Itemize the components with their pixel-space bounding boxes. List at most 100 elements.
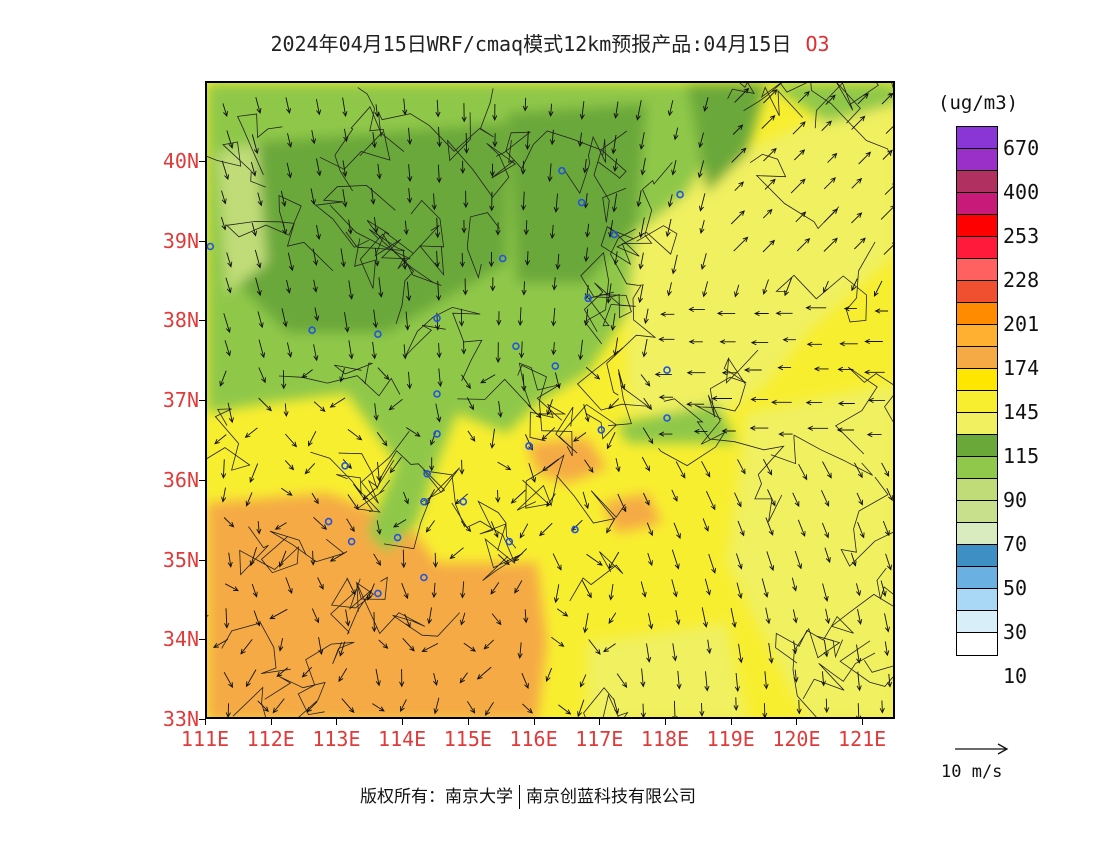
wind-vector bbox=[825, 608, 831, 625]
wind-vector bbox=[851, 278, 858, 292]
wind-vector bbox=[254, 249, 262, 269]
wind-vector bbox=[278, 638, 284, 652]
wind-vector bbox=[806, 341, 822, 347]
wind-vector bbox=[673, 127, 679, 141]
wind-vector bbox=[463, 132, 470, 154]
wind-vector bbox=[545, 667, 553, 683]
wind-vector bbox=[221, 487, 227, 503]
wind-vector bbox=[762, 208, 773, 219]
boundary-line bbox=[207, 141, 266, 188]
wind-vector bbox=[403, 220, 409, 236]
wind-vector bbox=[318, 637, 324, 656]
wind-vector bbox=[821, 120, 832, 132]
field-green-shandong bbox=[617, 403, 737, 443]
wind-vector bbox=[675, 461, 686, 479]
lat-label: 33N bbox=[162, 707, 199, 731]
wind-vector bbox=[378, 639, 389, 649]
boundary-line bbox=[366, 219, 442, 286]
wind-vector bbox=[642, 492, 650, 506]
wind-vector bbox=[583, 247, 589, 263]
lon-tick bbox=[599, 719, 601, 725]
wind-vector bbox=[762, 279, 769, 295]
wind-vector bbox=[403, 491, 409, 505]
lon-tick bbox=[796, 719, 798, 725]
wind-vector bbox=[763, 88, 778, 104]
wind-vector bbox=[635, 100, 642, 121]
wind-vector bbox=[340, 248, 346, 268]
wind-vector bbox=[762, 703, 768, 717]
wind-vector bbox=[492, 133, 498, 148]
wind-vector bbox=[577, 699, 585, 717]
wind-vector bbox=[522, 703, 533, 714]
wind-vector bbox=[489, 428, 495, 449]
lon-tick bbox=[730, 719, 732, 725]
wind-vector bbox=[610, 313, 616, 332]
wind-vector bbox=[301, 666, 313, 678]
wind-vector bbox=[338, 668, 348, 683]
wind-vector bbox=[797, 519, 806, 537]
colorbar-swatch bbox=[957, 567, 997, 589]
wind-vector bbox=[301, 369, 313, 379]
wind-vector bbox=[286, 342, 293, 358]
wind-vector bbox=[315, 99, 322, 116]
wind-vector bbox=[640, 703, 646, 717]
colorbar-swatch bbox=[957, 479, 997, 501]
wind-vector bbox=[460, 521, 472, 533]
wind-vector bbox=[698, 132, 704, 149]
boundary-line bbox=[580, 251, 632, 345]
colorbar-swatch bbox=[957, 347, 997, 369]
wind-vector bbox=[224, 340, 231, 357]
field-darkgreen-nc bbox=[507, 103, 647, 283]
boundary-line bbox=[297, 641, 355, 716]
wind-vector bbox=[837, 366, 854, 373]
wind-vector bbox=[805, 399, 823, 406]
wind-vector bbox=[459, 459, 465, 475]
wind-vector bbox=[407, 188, 413, 204]
wind-vector bbox=[676, 670, 682, 690]
wind-vector bbox=[671, 489, 678, 502]
colorbar-label: 670 bbox=[1003, 136, 1040, 160]
wind-vector bbox=[721, 370, 737, 376]
boundary-line bbox=[802, 652, 876, 700]
wind-vector bbox=[372, 309, 379, 329]
wind-vector bbox=[463, 642, 477, 652]
boundary-line bbox=[221, 622, 291, 674]
footer-right: 南京创蓝科技有限公司 bbox=[526, 787, 696, 807]
wind-vector bbox=[278, 550, 287, 568]
wind-vector bbox=[864, 338, 883, 345]
wind-vector bbox=[432, 552, 439, 568]
station-marker bbox=[676, 190, 684, 199]
field-paleyellow-ne bbox=[627, 84, 893, 413]
wind-vector bbox=[643, 397, 652, 411]
lon-tick bbox=[336, 719, 338, 725]
boundary-line bbox=[694, 349, 759, 420]
wind-vector bbox=[329, 397, 346, 408]
colorbar-label: 201 bbox=[1003, 312, 1040, 336]
wind-vector bbox=[269, 608, 288, 620]
lat-tick bbox=[199, 240, 205, 242]
wind-vector bbox=[654, 371, 672, 378]
wind-vector bbox=[541, 458, 559, 472]
wind-reference-arrow bbox=[955, 743, 1009, 755]
boundary-line bbox=[310, 451, 362, 495]
colorbar-label: 30 bbox=[1003, 620, 1028, 644]
boundary-line bbox=[457, 362, 562, 421]
wind-vector bbox=[497, 401, 503, 418]
wind-vector bbox=[546, 399, 553, 416]
wind-vector bbox=[317, 577, 324, 590]
station-marker bbox=[663, 366, 671, 374]
wind-vector bbox=[524, 251, 531, 266]
boundary-line bbox=[466, 212, 500, 280]
wind-vector bbox=[767, 489, 776, 507]
wind-vector bbox=[639, 132, 645, 150]
colorbar-label: 145 bbox=[1003, 400, 1040, 424]
station-marker bbox=[420, 573, 428, 582]
colorbar-swatch bbox=[957, 127, 997, 149]
wind-vector bbox=[495, 489, 501, 504]
wind-vector bbox=[686, 370, 706, 376]
wind-vector bbox=[549, 224, 555, 240]
wind-vector bbox=[251, 222, 258, 237]
wind-vector bbox=[879, 700, 885, 714]
boundary-line bbox=[839, 640, 893, 687]
wind-vector bbox=[641, 456, 650, 472]
